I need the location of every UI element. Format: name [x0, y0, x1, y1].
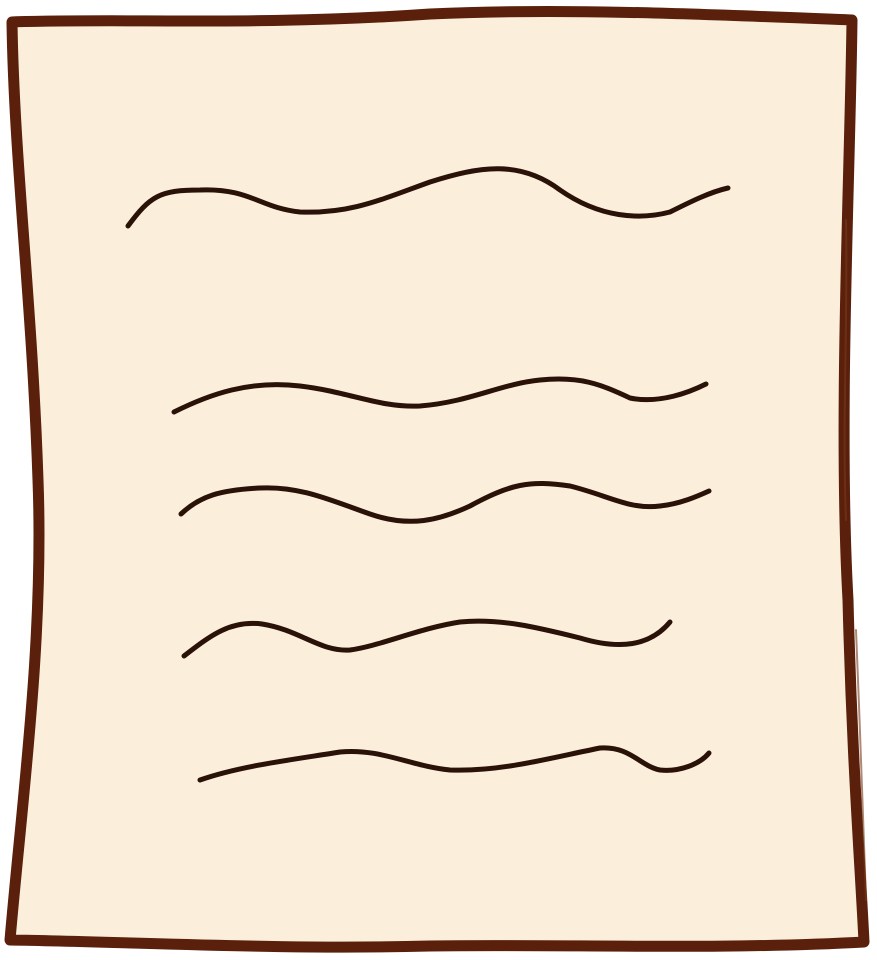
paper-edge-sketch [855, 629, 867, 901]
placeholder-text-line-2 [171, 376, 709, 415]
placeholder-text-line-4 [181, 618, 673, 659]
placeholder-text-line-3 [178, 480, 712, 524]
paper-edge-sketch [843, 219, 848, 521]
paper-sheet-icon [4, 6, 870, 953]
placeholder-text-line-5 [197, 745, 712, 783]
placeholder-text-line-1 [125, 166, 731, 229]
